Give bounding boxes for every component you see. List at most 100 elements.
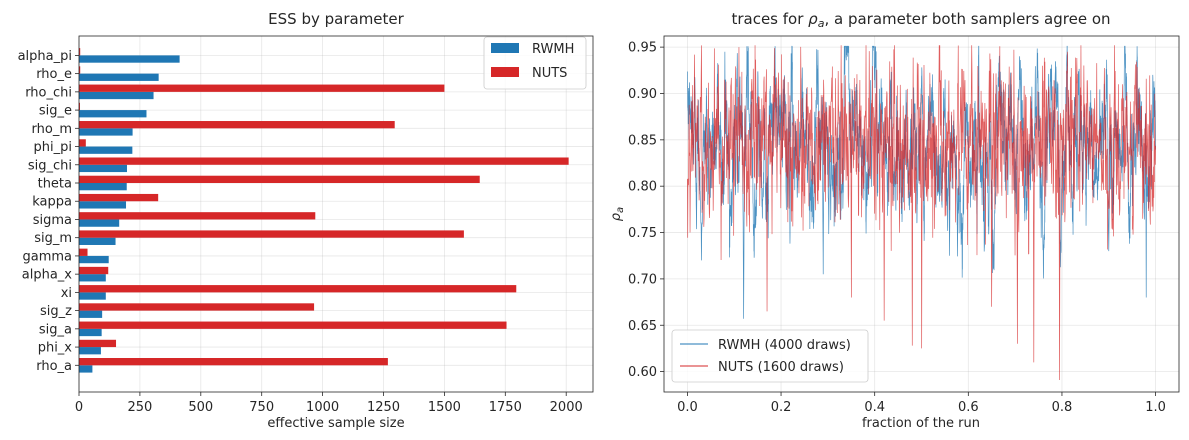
right-title-suffix: , a parameter both samplers agree on	[824, 10, 1110, 28]
bar-rwmh-sig_chi	[79, 164, 127, 173]
bar-nuts-sig_e	[79, 102, 80, 111]
right-x-tick-label: 0.4	[864, 400, 885, 415]
right-title-symbol: ρ	[808, 10, 818, 28]
left-x-tick-label: 1250	[367, 400, 400, 415]
right-y-axis-label: ρa	[609, 207, 626, 221]
left-y-tick-label: gamma	[22, 249, 72, 264]
bar-nuts-sig_z	[79, 303, 315, 311]
right-legend-box	[671, 329, 869, 383]
right-y-ticks: 0.60 0.65 0.70 0.75 0.80 0.85 0.90 0.95	[628, 41, 664, 380]
bar-nuts-sigma	[79, 212, 316, 220]
right-title-prefix: traces for	[731, 10, 808, 28]
left-y-tick-label: sig_chi	[28, 158, 72, 173]
bar-rwmh-rho_m	[79, 128, 133, 136]
left-y-tick-label: rho_e	[36, 67, 72, 82]
bar-rwmh-rho_a	[79, 365, 93, 373]
right-y-tick-label: 0.70	[628, 272, 657, 287]
right-y-tick-label: 0.65	[628, 319, 657, 334]
left-y-tick-label: rho_chi	[25, 85, 72, 100]
bar-rwmh-alpha_pi	[79, 55, 180, 63]
bar-rwmh-theta	[79, 183, 127, 191]
right-x-axis-label: fraction of the run	[862, 416, 980, 431]
left-bars	[79, 48, 569, 373]
right-x-tick-label: 0.6	[958, 400, 979, 415]
left-y-tick-label: sigma	[33, 213, 72, 228]
bar-nuts-rho_chi	[79, 84, 445, 92]
bar-rwmh-rho_chi	[79, 91, 154, 100]
left-x-tick-label: 750	[249, 400, 274, 415]
bar-nuts-sig_chi	[79, 157, 569, 165]
left-x-tick-label: 500	[188, 400, 213, 415]
bar-nuts-rho_a	[79, 358, 388, 366]
left-y-tick-label: rho_a	[36, 359, 72, 374]
right-y-axis-symbol: ρ	[609, 212, 624, 221]
bar-rwmh-sigma	[79, 219, 120, 227]
bar-rwmh-xi	[79, 292, 106, 300]
left-y-tick-label: sig_a	[39, 322, 72, 337]
legend-label-nuts-trace: NUTS (1600 draws)	[718, 360, 844, 375]
bar-nuts-phi_pi	[79, 139, 86, 147]
right-y-tick-label: 0.60	[628, 365, 657, 380]
left-y-tick-label: rho_m	[32, 122, 72, 137]
right-legend: RWMH (4000 draws) NUTS (1600 draws)	[671, 329, 869, 383]
right-y-axis-subscript: a	[615, 207, 626, 213]
left-x-tick-label: 1000	[306, 400, 339, 415]
bar-rwmh-sig_a	[79, 328, 102, 337]
left-x-tick-label: 1500	[428, 400, 461, 415]
bar-nuts-alpha_pi	[79, 48, 81, 56]
bar-rwmh-kappa	[79, 201, 127, 209]
bar-rwmh-gamma	[79, 255, 109, 264]
left-x-tick-label: 250	[127, 400, 152, 415]
bar-nuts-xi	[79, 285, 517, 293]
bar-rwmh-sig_m	[79, 237, 116, 245]
legend-label-nuts: NUTS	[532, 66, 567, 81]
bar-rwmh-rho_e	[79, 73, 159, 81]
left-legend: RWMH NUTS	[483, 36, 587, 90]
left-y-tick-label: theta	[38, 177, 72, 192]
right-title-subscript: a	[818, 17, 825, 30]
right-x-tick-label: 0.0	[677, 400, 698, 415]
bar-nuts-rho_e	[79, 66, 81, 74]
legend-label-rwmh-trace: RWMH (4000 draws)	[718, 338, 851, 353]
left-axes-frame	[78, 35, 594, 393]
bar-rwmh-sig_z	[79, 310, 103, 318]
right-x-tick-label: 1.0	[1145, 400, 1166, 415]
ess-bar-chart: 0 250 500 750 1000 1250 1500 1750 2000 alpha_pir…	[18, 10, 594, 431]
bar-nuts-kappa	[79, 193, 159, 202]
right-y-tick-label: 0.95	[628, 41, 657, 56]
left-y-tick-label: alpha_pi	[18, 49, 72, 64]
left-title: ESS by parameter	[268, 10, 404, 28]
bar-nuts-alpha_x	[79, 266, 109, 275]
bar-rwmh-alpha_x	[79, 274, 106, 282]
left-y-tick-label: sig_z	[40, 304, 72, 319]
left-x-tick-label: 2000	[550, 400, 583, 415]
left-x-tick-label: 1750	[489, 400, 522, 415]
legend-swatch-nuts	[491, 67, 519, 77]
left-y-ticks: alpha_pi rho_e rho_chi sig_e rho_m phi_pi sig_…	[18, 49, 79, 374]
trace-line-chart: 0.0 0.2 0.4 0.6 0.8 1.0 0.600.650.700.750.800…	[609, 10, 1180, 431]
right-title: traces for ρa, a parameter both samplers…	[731, 10, 1110, 30]
bar-rwmh-phi_pi	[79, 146, 133, 154]
bar-nuts-theta	[79, 175, 480, 184]
bar-nuts-rho_m	[79, 121, 395, 129]
left-x-axis-label: effective sample size	[267, 416, 404, 431]
legend-label-rwmh: RWMH	[532, 42, 574, 57]
bar-rwmh-sig_e	[79, 110, 147, 118]
right-x-ticks: 0.0 0.2 0.4 0.6 0.8 1.0	[677, 392, 1166, 415]
right-axes-frame	[663, 35, 1180, 393]
legend-swatch-rwmh	[491, 43, 519, 53]
left-x-ticks: 0 250 500 750 1000 1250 1500 1750 2000	[75, 392, 583, 415]
left-x-tick-label: 0	[75, 400, 83, 415]
right-y-tick-label: 0.75	[628, 226, 657, 241]
left-y-tick-label: kappa	[32, 195, 72, 210]
trace-line-nuts	[687, 45, 1156, 380]
left-y-tick-label: phi_x	[38, 341, 73, 356]
bar-nuts-sig_a	[79, 321, 507, 329]
bar-nuts-sig_m	[79, 230, 464, 238]
bar-nuts-phi_x	[79, 339, 117, 348]
bar-rwmh-phi_x	[79, 347, 101, 355]
right-y-tick-label: 0.90	[628, 87, 657, 102]
right-y-tick-label: 0.85	[628, 133, 657, 148]
right-x-tick-label: 0.2	[771, 400, 792, 415]
